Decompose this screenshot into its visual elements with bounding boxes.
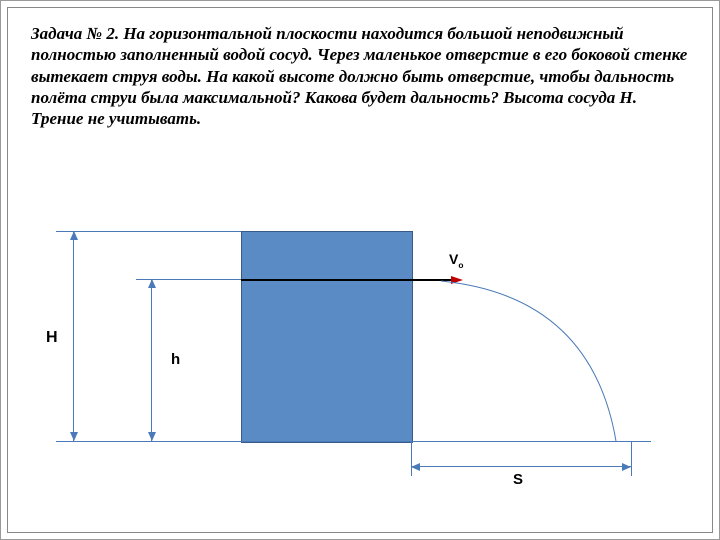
dim-S-tick-right <box>631 441 632 476</box>
problem-text: Задача № 2. На горизонтальной плоскости … <box>31 23 689 129</box>
dim-S-arrow-left <box>411 463 420 471</box>
label-S: S <box>513 471 523 488</box>
slide: Задача № 2. На горизонтальной плоскости … <box>0 0 720 540</box>
dim-S-line <box>411 466 631 467</box>
dim-S-arrow-right <box>622 463 631 471</box>
trajectory <box>31 231 691 511</box>
physics-diagram: H h Vо S <box>31 231 691 511</box>
dim-S-tick-left <box>411 441 412 476</box>
